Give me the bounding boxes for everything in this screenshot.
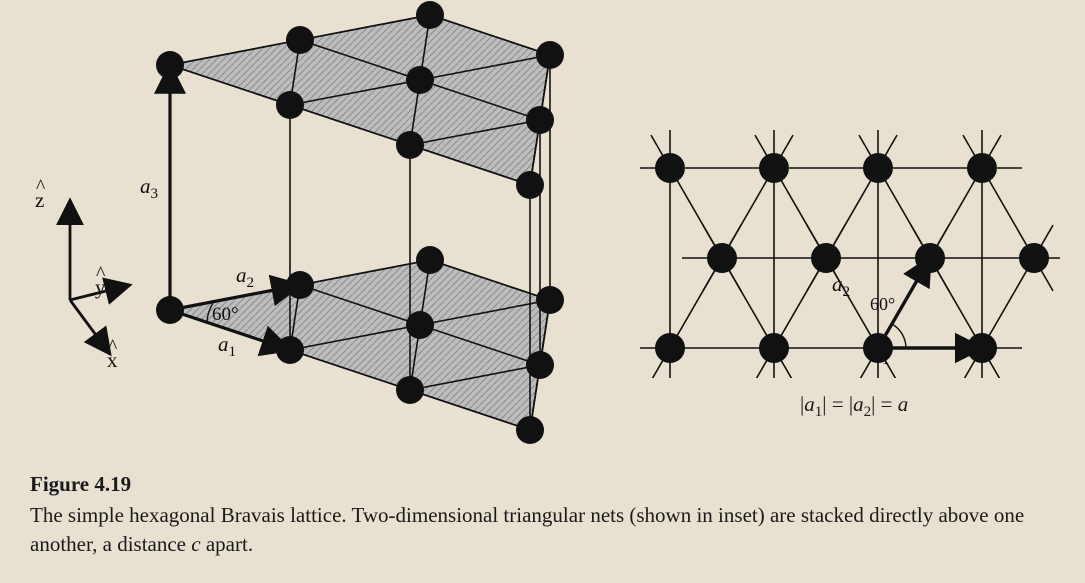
inset-angle-label: 60° [870,294,895,315]
inset-a1-label: a1 [872,342,889,369]
caption-text-pre: The simple hexagonal Bravais lattice. Tw… [30,503,1024,556]
inset-equation: |a1| = |a2| = a [800,392,908,421]
a1-label: a1 [218,332,236,361]
lattice-3d-diagram [10,0,650,470]
figure-label: Figure 4.19 [30,470,1055,499]
axis-z-label: z [35,188,44,213]
a3-label: a3 [140,174,158,203]
axis-y-label: y [95,275,106,300]
caption-text-post: apart. [201,532,253,556]
inset-triangular-net [640,58,1060,378]
caption-var-c: c [191,532,200,556]
axis-x-label: x [107,348,118,373]
angle-60-label: 60° [212,304,239,326]
figure-caption: Figure 4.19 The simple hexagonal Bravais… [30,470,1055,559]
inset-a2-label: a2 [832,272,850,301]
a2-label: a2 [236,263,254,292]
